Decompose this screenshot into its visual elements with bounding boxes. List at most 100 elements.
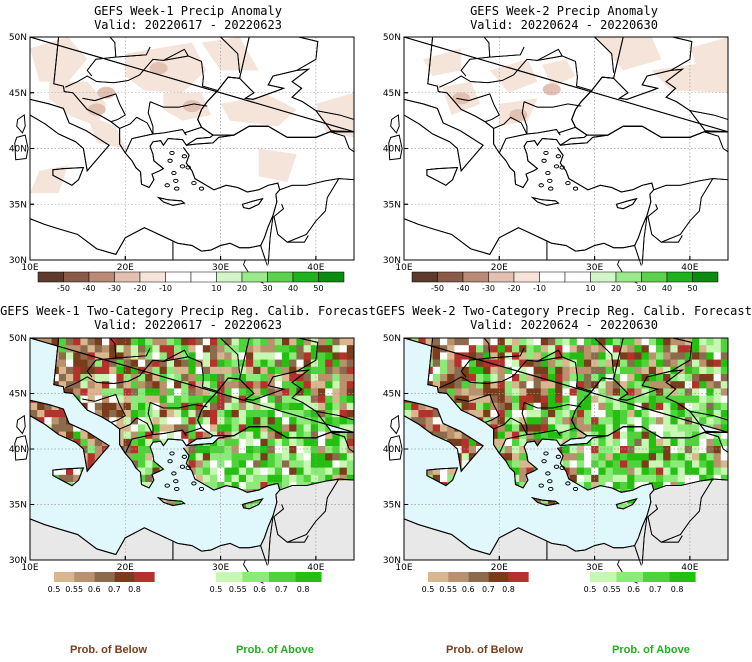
colorbar-swatch <box>63 271 90 283</box>
lat-tick-label: 40N <box>383 445 401 455</box>
colorbar-label: 40 <box>288 284 298 293</box>
lon-tick-label: 40E <box>681 263 698 273</box>
panel-title: GEFS Week-2 Precip Anomaly <box>470 4 658 18</box>
colorbar-swatch <box>134 572 155 582</box>
colorbar-label: -20 <box>133 284 146 293</box>
lat-tick-label: 40N <box>9 145 27 155</box>
colorbar-swatch <box>539 271 566 283</box>
colorbar-label: -40 <box>456 284 469 293</box>
below-colorbar: 0.5 0.55 0.6 0.7 0.8 <box>48 572 155 594</box>
colorbar-swatch <box>267 271 294 283</box>
lon-tick-label: 30E <box>212 263 229 273</box>
colorbar-swatch <box>468 572 489 582</box>
lat-tick-label: 45N <box>383 390 401 400</box>
colorbar-label: -50 <box>57 284 70 293</box>
lon-tick-label: 20E <box>117 263 134 273</box>
lon-tick-label: 30E <box>586 563 603 573</box>
colorbar-swatch <box>88 271 115 283</box>
panel-valid-dates: Valid: 20220624 - 20220630 <box>470 318 658 332</box>
lat-tick-label: 35N <box>9 501 27 511</box>
colorbar-label: 0.5 <box>584 585 597 594</box>
colorbar-label: 0.8 <box>128 585 141 594</box>
colorbar-swatch <box>488 572 509 582</box>
colorbar-swatch <box>642 572 670 582</box>
colorbar-swatch <box>54 572 75 582</box>
colorbar-swatch <box>641 271 668 283</box>
colorbar-label: -10 <box>533 284 546 293</box>
lat-tick-label: 35N <box>383 501 401 511</box>
lat-tick-label: 35N <box>9 200 27 210</box>
prob-below-caption-week2: Prob. of Below <box>446 644 523 656</box>
above-colorbar: 0.5 0.55 0.6 0.7 0.8 <box>584 572 696 594</box>
colorbar-swatch <box>428 572 449 582</box>
lat-tick-label: 30N <box>9 556 27 566</box>
colorbar-swatch <box>242 572 269 582</box>
colorbar-swatch <box>508 572 529 582</box>
lat-tick-label: 40N <box>383 145 401 155</box>
colorbar-label: 30 <box>636 284 646 293</box>
lat-tick-label: 30N <box>383 556 401 566</box>
colorbar-swatch <box>114 271 141 283</box>
colorbar-label: 50 <box>687 284 697 293</box>
colorbar-swatch <box>216 572 243 582</box>
panel-title: GEFS Week-2 Two-Category Precip Reg. Cal… <box>376 304 752 318</box>
colorbar-label: 40 <box>662 284 672 293</box>
prob-above-caption-week2: Prob. of Above <box>612 644 690 656</box>
anomaly-colorbar: -50 -40 -30 -20 -10 10 20 30 40 50 <box>411 271 719 293</box>
colorbar-swatch <box>318 271 345 283</box>
lat-tick-label: 50N <box>9 334 27 344</box>
colorbar-label: 0.7 <box>275 585 288 594</box>
colorbar-label: -30 <box>482 284 495 293</box>
below-colorbar: 0.5 0.55 0.6 0.7 0.8 <box>422 572 529 594</box>
colorbar-swatch <box>666 271 693 283</box>
lon-tick-label: 10E <box>395 563 412 573</box>
colorbar-swatch <box>462 271 489 283</box>
colorbar-swatch <box>615 271 642 283</box>
lon-tick-label: 40E <box>307 263 324 273</box>
colorbar-label: 10 <box>585 284 595 293</box>
colorbar-swatch <box>268 572 296 582</box>
panel-week2-probability: GEFS Week-2 Two-Category Precip Reg. Cal… <box>376 300 752 600</box>
lon-tick-label: 40E <box>307 563 324 573</box>
colorbar-swatch <box>564 271 591 283</box>
colorbar-label: 0.6 <box>627 585 640 594</box>
colorbar-label: 0.7 <box>108 585 121 594</box>
colorbar-label: -20 <box>507 284 520 293</box>
colorbar-swatch <box>94 572 115 582</box>
prob-below-caption-week1: Prob. of Below <box>70 644 147 656</box>
colorbar-swatch <box>692 271 719 283</box>
lat-tick-label: 50N <box>9 33 27 43</box>
colorbar-swatch <box>295 572 322 582</box>
colorbar-label: 0.8 <box>671 585 684 594</box>
panel-title: GEFS Week-1 Precip Anomaly <box>94 4 282 18</box>
colorbar-swatch <box>190 271 217 283</box>
anomaly-colorbar: -50 -40 -30 -20 -10 10 20 30 40 50 <box>37 271 345 293</box>
colorbar-label: 0.6 <box>88 585 101 594</box>
panel-valid-dates: Valid: 20220617 - 20220623 <box>94 18 282 32</box>
colorbar-swatch <box>216 271 243 283</box>
colorbar-swatch <box>411 271 438 283</box>
prob-above-caption-week1: Prob. of Above <box>236 644 314 656</box>
lon-tick-label: 20E <box>491 563 508 573</box>
colorbar-label: 30 <box>262 284 272 293</box>
lat-tick-label: 45N <box>9 89 27 99</box>
lon-tick-label: 10E <box>395 263 412 273</box>
colorbar-swatch <box>448 572 469 582</box>
colorbar-swatch <box>165 271 192 283</box>
colorbar-swatch <box>139 271 166 283</box>
panel-valid-dates: Valid: 20220624 - 20220630 <box>470 18 658 32</box>
colorbar-label: 0.6 <box>462 585 475 594</box>
colorbar-swatch <box>488 271 515 283</box>
lat-tick-label: 45N <box>9 390 27 400</box>
colorbar-swatch <box>616 572 643 582</box>
colorbar-swatch <box>241 271 268 283</box>
lon-tick-label: 30E <box>212 563 229 573</box>
colorbar-swatch <box>590 572 617 582</box>
colorbar-label: 0.5 <box>422 585 435 594</box>
colorbar-label: 0.8 <box>502 585 515 594</box>
colorbar-label: 0.8 <box>297 585 310 594</box>
